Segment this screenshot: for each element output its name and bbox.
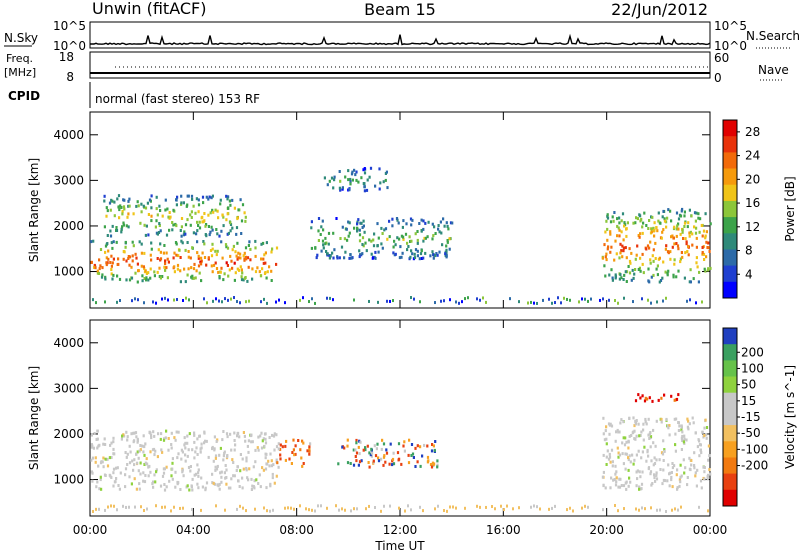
freq-panel-frame	[89, 51, 711, 79]
velocity-panel-near-range-echoes	[92, 504, 709, 513]
velocity-colorbar-swatch	[723, 376, 737, 394]
xtick-label: 16:00	[486, 523, 521, 537]
power-panel-feature-5	[601, 207, 712, 284]
power-panel-ytick-label: 1000	[53, 265, 84, 279]
power-panel-feature-1	[90, 239, 279, 284]
velocity-panel-feature-3	[337, 438, 439, 469]
freq-tick-top: 18	[59, 50, 74, 64]
velocity-panel-ytick-label: 2000	[53, 427, 84, 441]
power-panel-feature-4	[323, 166, 389, 193]
nsky-trace	[89, 33, 711, 46]
velocity-colorbar-swatch	[723, 392, 737, 410]
velocity-colorbar-swatch	[723, 489, 737, 507]
beam-title: Beam 15	[364, 0, 436, 19]
velocity-colorbar-tick-label: 100	[741, 361, 764, 375]
velocity-colorbar-swatch	[723, 441, 737, 458]
power-colorbar-swatch	[723, 136, 737, 153]
power-colorbar-swatch	[723, 265, 737, 283]
velocity-panel-ytick-label: 1000	[53, 473, 84, 487]
xtick-label: 12:00	[383, 523, 418, 537]
freq-tick-bottom: 8	[66, 70, 74, 84]
power-colorbar-swatch	[723, 168, 737, 186]
velocity-panel-feature-1	[90, 429, 279, 492]
velocity-colorbar-swatch	[723, 328, 737, 345]
velocity-panel-ytick-label: 4000	[53, 336, 84, 350]
power-colorbar-swatch	[723, 217, 737, 234]
power-panel-ytick-label: 4000	[53, 128, 84, 142]
station-title: Unwin (fitACF)	[92, 0, 206, 18]
power-colorbar-tick-label: 20	[745, 172, 760, 186]
date-title: 22/Jun/2012	[611, 0, 708, 19]
power-colorbar-swatch	[723, 120, 737, 137]
freq-label: Freq.	[6, 52, 33, 65]
power-panel-ytick-label: 3000	[53, 173, 84, 187]
nsky-tick-top: 10^5	[53, 19, 86, 33]
power-panel-feature-3	[310, 217, 454, 261]
velocity-panel-frame	[89, 319, 711, 517]
velocity-panel-feature-2	[276, 438, 312, 469]
power-panel-ylabel: Slant Range [km]	[27, 158, 41, 262]
nave-tick-bottom: 0	[714, 71, 722, 85]
nave-tick-top: 60	[714, 51, 729, 65]
power-panel-frame	[89, 111, 711, 309]
velocity-colorbar-tick-label: -50	[741, 426, 761, 440]
nsky-label: N.Sky	[4, 31, 38, 45]
xtick-label: 08:00	[279, 523, 314, 537]
power-colorbar-swatch	[723, 200, 737, 218]
velocity-colorbar-tick-label: -200	[741, 459, 768, 473]
power-colorbar-swatch	[723, 152, 737, 170]
velocity-colorbar-swatch	[723, 360, 737, 378]
xtick-label: 04:00	[176, 523, 211, 537]
power-panel-feature-2	[103, 194, 247, 238]
power-colorbar-swatch	[723, 249, 737, 267]
power-panel-ytick-label: 2000	[53, 219, 84, 233]
power-colorbar-swatch	[723, 233, 737, 250]
velocity-colorbar-tick-label: -100	[741, 442, 768, 456]
cpid-text: normal (fast stereo) 153 RF	[95, 92, 260, 106]
power-colorbar-tick-label: 8	[745, 244, 753, 258]
velocity-colorbar-tick-label: 50	[741, 378, 756, 392]
velocity-colorbar-swatch	[723, 344, 737, 361]
nsky-tick-bottom: 10^0	[53, 39, 86, 53]
nsky-panel-frame	[89, 21, 711, 49]
velocity-colorbar-swatch	[723, 425, 737, 442]
nsearch-tick-bottom: 10^0	[714, 39, 747, 53]
velocity-colorbar-tick-label: 200	[741, 345, 764, 359]
velocity-panel-feature-5	[634, 393, 680, 403]
velocity-colorbar-swatch	[723, 473, 737, 491]
power-panel-near-range-echoes	[92, 296, 703, 305]
velocity-panel-ylabel: Slant Range [km]	[27, 366, 41, 470]
power-colorbar-swatch	[723, 184, 737, 202]
nsearch-tick-top: 10^5	[714, 19, 747, 33]
freq-unit: [MHz]	[4, 66, 36, 79]
power-colorbar-tick-label: 12	[745, 220, 760, 234]
xtick-label: 20:00	[589, 523, 624, 537]
velocity-colorbar-swatch	[723, 408, 737, 426]
xtick-label: 00:00	[693, 523, 728, 537]
power-colorbar-frame	[722, 119, 738, 299]
power-colorbar-tick-label: 4	[745, 267, 753, 281]
power-colorbar-tick-label: 16	[745, 196, 760, 210]
xaxis-title: Time UT	[374, 539, 425, 553]
power-colorbar-tick-label: 28	[745, 125, 760, 139]
velocity-panel-ytick-label: 3000	[53, 381, 84, 395]
velocity-panel-feature-4	[601, 416, 712, 491]
cpid-label: CPID	[8, 89, 40, 103]
xtick-label: 00:00	[73, 523, 108, 537]
velocity-colorbar-tick-label: -15	[741, 410, 761, 424]
power-colorbar-tick-label: 24	[745, 149, 760, 163]
velocity-colorbar-label: Velocity [m s^-1]	[783, 365, 797, 469]
power-colorbar-label: Power [dB]	[783, 176, 797, 241]
power-colorbar-swatch	[723, 281, 737, 299]
nave-label: Nave	[758, 63, 789, 77]
nsearch-label: N.Search	[746, 29, 800, 43]
velocity-colorbar-tick-label: 15	[741, 394, 756, 408]
velocity-colorbar-swatch	[723, 457, 737, 475]
